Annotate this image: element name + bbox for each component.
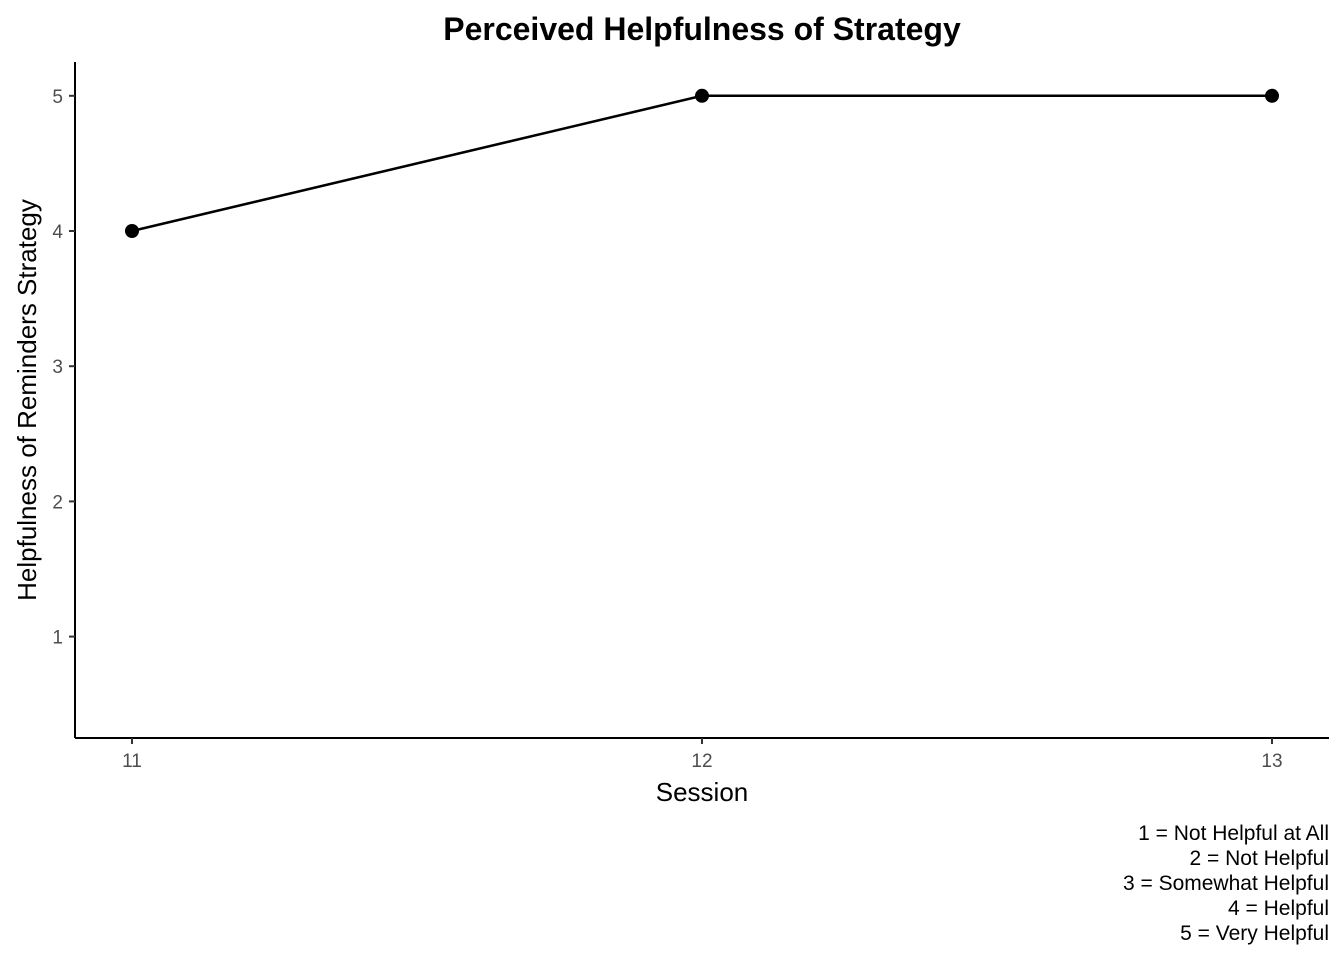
caption-line: 4 = Helpful	[1228, 897, 1329, 920]
caption-line: 5 = Very Helpful	[1180, 922, 1329, 945]
y-axis-title: Helpfulness of Reminders Strategy	[12, 199, 42, 601]
data-point	[125, 224, 139, 238]
y-tick-label: 4	[52, 222, 63, 243]
data-point	[1265, 88, 1279, 103]
y-tick-label: 2	[52, 492, 63, 513]
x-tick-label: 12	[691, 751, 712, 772]
chart-title: Perceived Helpfulness of Strategy	[443, 11, 961, 47]
series-points	[125, 88, 1279, 238]
y-tick-label: 1	[52, 628, 63, 649]
series-line	[131, 94, 1272, 233]
caption-line: 1 = Not Helpful at All	[1138, 822, 1329, 845]
caption-line: 2 = Not Helpful	[1190, 847, 1330, 870]
x-ticks: 11 12 13	[122, 738, 1283, 772]
caption: 1 = Not Helpful at All 2 = Not Helpful 3…	[1123, 822, 1329, 945]
y-tick-label: 3	[52, 357, 63, 378]
y-tick-label: 5	[52, 87, 63, 108]
x-tick-label: 11	[122, 751, 142, 772]
caption-line: 3 = Somewhat Helpful	[1123, 872, 1329, 895]
x-tick-label: 13	[1261, 751, 1282, 772]
data-point	[695, 88, 709, 103]
x-axis-title: Session	[656, 777, 749, 807]
y-ticks: 1 2 3 4 5	[52, 87, 75, 649]
